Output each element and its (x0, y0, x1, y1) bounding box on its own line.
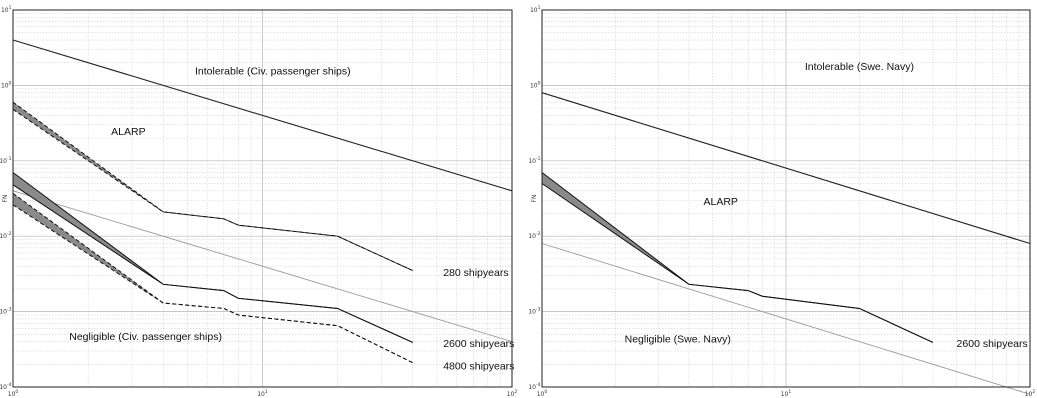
negligible-criterion-line (541, 243, 1031, 395)
y-axis-label: FN (2, 195, 9, 203)
chart-1: 280 shipyears 2600 shipyears 4800 shipyear… (0, 5, 517, 398)
region-label: Negligible (Civ. passenger ships) (69, 331, 222, 343)
y-tick-label: 10-2 (528, 231, 540, 240)
plot-frame (541, 9, 1031, 388)
series-line-upper (12, 172, 413, 343)
series-1: 280 shipyears (12, 101, 509, 279)
series-3: 4800 shipyears (12, 192, 514, 372)
negligible-criterion-line (12, 190, 513, 343)
y-tick-label: 10-3 (528, 307, 540, 316)
y-tick-label: 100 (1, 80, 12, 89)
series-label: 2600 shipyears (443, 338, 514, 350)
y-tick-label: 10-1 (0, 156, 12, 165)
series-1: 2600 shipyears (541, 172, 1028, 350)
y-tick-label: 101 (530, 5, 541, 14)
region-label: Intolerable (Swe. Navy) (805, 61, 914, 73)
y-axis-label: FN (531, 195, 538, 203)
intolerable-criterion-line (12, 39, 513, 192)
y-tick-label: 101 (1, 5, 12, 14)
intolerable-criterion-line (541, 92, 1031, 245)
x-tick-label: 100 (537, 389, 548, 398)
x-tick-label: 101 (257, 389, 268, 398)
series-band (13, 102, 413, 271)
y-tick-label: 10-1 (528, 156, 540, 165)
y-tick-label: 100 (530, 80, 541, 89)
chart-2: 2600 shipyears Intolerable (Swe. Navy) ALA… (528, 5, 1035, 398)
y-tick-label: 10-4 (0, 382, 12, 391)
y-tick-label: 10-4 (528, 382, 540, 391)
series-label: 280 shipyears (443, 267, 508, 279)
series-line-lower (12, 204, 413, 364)
series-line-lower (12, 184, 413, 343)
x-tick-label: 101 (781, 389, 792, 398)
x-tick-label: 100 (8, 389, 19, 398)
series-label: 4800 shipyears (443, 360, 514, 372)
region-label: Negligible (Swe. Navy) (625, 333, 731, 345)
series-line-upper (12, 101, 413, 272)
series-2: 2600 shipyears (12, 172, 514, 350)
x-tick-label: 102 (1025, 389, 1036, 398)
series-line-lower (541, 183, 934, 343)
region-label: ALARP (111, 126, 145, 138)
plot-frame (12, 9, 513, 388)
y-tick-label: 10-2 (0, 231, 12, 240)
region-label: Intolerable (Civ. passenger ships) (195, 65, 351, 77)
series-line-lower (12, 109, 413, 272)
region-label: ALARP (703, 196, 737, 208)
x-tick-label: 102 (507, 389, 518, 398)
y-tick-label: 10-3 (0, 307, 12, 316)
grid (542, 10, 1030, 387)
series-label: 2600 shipyears (957, 338, 1028, 350)
series-band (13, 172, 413, 343)
